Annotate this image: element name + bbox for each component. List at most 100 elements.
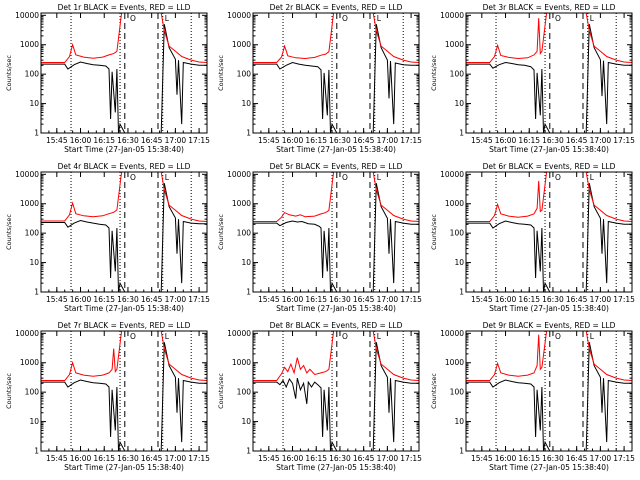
x-tick-label: 17:00	[165, 136, 187, 145]
marker-label: L	[590, 173, 595, 182]
y-axis-label: Counts/sec	[217, 55, 225, 91]
marker-label: L	[165, 14, 170, 23]
events-series-line	[466, 24, 632, 133]
x-tick-label: 15:45	[471, 136, 493, 145]
x-axis-label: Start Time (27-Jan-05 15:38:40)	[64, 304, 184, 313]
x-tick-label: 17:00	[377, 295, 399, 304]
x-tick-label: 16:30	[542, 136, 564, 145]
y-tick-label: 1	[459, 129, 464, 138]
x-tick-label: 16:30	[117, 454, 139, 463]
x-tick-label: 17:00	[165, 295, 187, 304]
x-tick-label: 16:30	[329, 295, 351, 304]
y-axis-label: Counts/sec	[217, 373, 225, 409]
events-series-line	[253, 342, 419, 451]
y-tick-label: 100	[237, 229, 252, 238]
lld-series-line	[466, 172, 632, 222]
x-tick-label: 16:15	[305, 295, 327, 304]
y-tick-label: 1	[246, 129, 251, 138]
x-tick-label: 16:00	[282, 454, 304, 463]
x-axis-label: Start Time (27-Jan-05 15:38:40)	[276, 463, 396, 472]
y-tick-label: 10	[454, 258, 464, 267]
x-axis-label: Start Time (27-Jan-05 15:38:40)	[276, 145, 396, 154]
lld-series-line	[253, 13, 419, 63]
x-axis-label: Start Time (27-Jan-05 15:38:40)	[489, 145, 609, 154]
lld-series-line	[466, 331, 632, 381]
y-tick-label: 100	[450, 70, 465, 79]
x-tick-label: 16:00	[70, 454, 92, 463]
panel-title: Det 3r BLACK = Events, RED = LLD	[483, 3, 616, 12]
y-tick-label: 10000	[440, 329, 464, 338]
y-tick-label: 1000	[445, 40, 464, 49]
x-tick-label: 16:15	[93, 295, 115, 304]
marker-label: O	[555, 173, 561, 182]
x-tick-label: 17:00	[590, 454, 612, 463]
y-tick-label: 1000	[232, 199, 251, 208]
y-tick-label: 10000	[227, 11, 251, 20]
x-tick-label: 16:15	[305, 454, 327, 463]
marker-label: O	[130, 14, 136, 23]
x-tick-label: 16:45	[141, 454, 163, 463]
marker-label: L	[377, 173, 382, 182]
y-tick-label: 10000	[15, 11, 39, 20]
marker-label: O	[342, 332, 348, 341]
y-axis-label: Counts/sec	[430, 55, 438, 91]
plot-frame	[252, 171, 420, 293]
x-tick-label: 16:45	[353, 136, 375, 145]
x-axis-label: Start Time (27-Jan-05 15:38:40)	[276, 304, 396, 313]
x-tick-label: 16:00	[282, 295, 304, 304]
x-tick-label: 16:30	[117, 136, 139, 145]
x-tick-label: 17:15	[613, 454, 635, 463]
panel-title: Det 1r BLACK = Events, RED = LLD	[58, 3, 191, 12]
x-tick-label: 16:30	[542, 454, 564, 463]
y-tick-label: 1000	[20, 199, 39, 208]
x-tick-label: 17:15	[400, 136, 422, 145]
panel-title: Det 8r BLACK = Events, RED = LLD	[270, 321, 403, 330]
lld-series-line	[41, 331, 207, 381]
events-series-line	[466, 183, 632, 292]
detector-panel-6: 1 10 100 1000 10000 15:45 16:00 16:15 16:30 16:45…	[430, 162, 635, 313]
detector-panel-7: 1 10 100 1000 10000 15:45 16:00 16:15 16:30 16:45…	[5, 321, 210, 472]
plot-frame	[40, 330, 208, 452]
detector-panel-4: 1 10 100 1000 10000 15:45 16:00 16:15 16:30 16:45…	[5, 162, 210, 313]
plot-frame	[465, 330, 633, 452]
plot-frame	[40, 171, 208, 293]
y-axis-label: Counts/sec	[5, 373, 13, 409]
marker-label: L	[377, 332, 382, 341]
x-tick-label: 17:15	[188, 295, 210, 304]
x-tick-label: 16:00	[70, 136, 92, 145]
panel-title: Det 4r BLACK = Events, RED = LLD	[58, 162, 191, 171]
y-axis-label: Counts/sec	[5, 214, 13, 250]
x-tick-label: 16:45	[141, 136, 163, 145]
x-tick-label: 17:00	[165, 454, 187, 463]
x-tick-label: 16:00	[495, 454, 517, 463]
panel-title: Det 2r BLACK = Events, RED = LLD	[270, 3, 403, 12]
panel-title: Det 7r BLACK = Events, RED = LLD	[58, 321, 191, 330]
x-tick-label: 16:15	[518, 136, 540, 145]
events-series-line	[41, 183, 207, 292]
marker-label: O	[342, 173, 348, 182]
y-tick-label: 10	[454, 417, 464, 426]
y-tick-label: 10000	[15, 329, 39, 338]
events-series-line	[253, 183, 419, 292]
x-tick-label: 16:45	[353, 454, 375, 463]
panel-title: Det 5r BLACK = Events, RED = LLD	[270, 162, 403, 171]
y-tick-label: 1	[34, 447, 39, 456]
x-tick-label: 15:45	[46, 454, 68, 463]
y-axis-label: Counts/sec	[217, 214, 225, 250]
y-tick-label: 10	[29, 258, 39, 267]
x-tick-label: 16:15	[305, 136, 327, 145]
plot-frame	[40, 12, 208, 134]
y-tick-label: 100	[450, 388, 465, 397]
x-tick-label: 15:45	[258, 454, 280, 463]
x-axis-label: Start Time (27-Jan-05 15:38:40)	[489, 463, 609, 472]
y-tick-label: 10	[29, 417, 39, 426]
x-tick-label: 17:00	[377, 454, 399, 463]
y-tick-label: 10000	[440, 11, 464, 20]
x-tick-label: 16:15	[93, 136, 115, 145]
x-axis-label: Start Time (27-Jan-05 15:38:40)	[489, 304, 609, 313]
x-tick-label: 15:45	[258, 136, 280, 145]
detector-panel-1: 1 10 100 1000 10000 15:45 16:00 16:15 16:30 16:45…	[5, 3, 210, 154]
y-tick-label: 1000	[232, 40, 251, 49]
y-tick-label: 10	[241, 99, 251, 108]
y-tick-label: 1	[246, 447, 251, 456]
